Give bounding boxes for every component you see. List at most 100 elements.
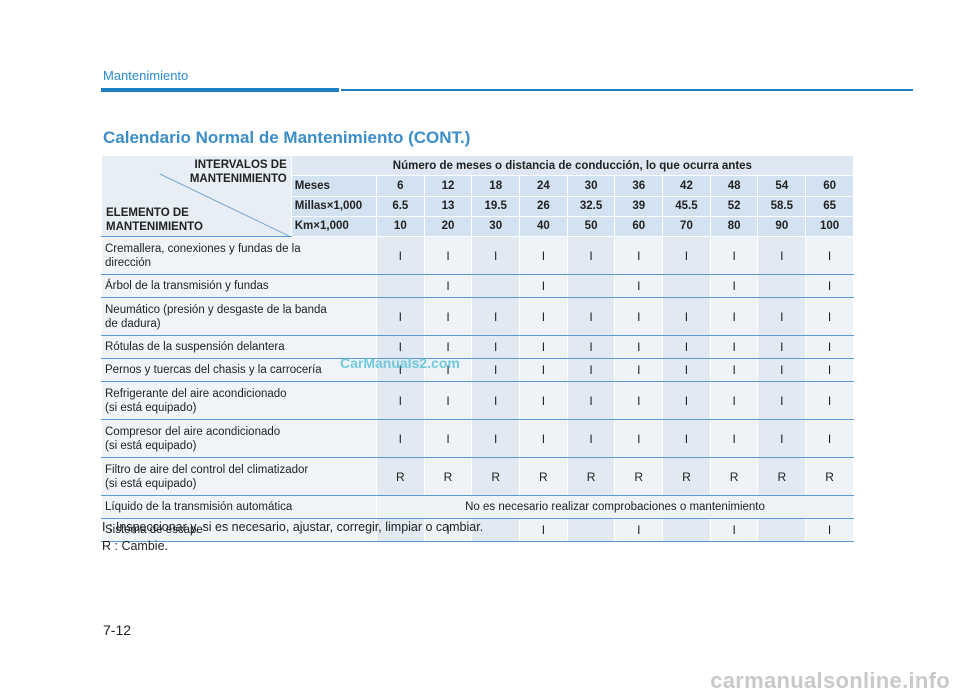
millas-label: Millas×1,000 xyxy=(290,195,377,217)
maintenance-item-line: Cremallera, conexiones y fundas de la xyxy=(105,242,301,255)
meses-value: 60 xyxy=(805,175,854,197)
schedule-cell: I xyxy=(566,358,616,382)
schedule-cell: I xyxy=(662,419,711,458)
schedule-cell: R xyxy=(375,457,425,496)
millas-value: 6.5 xyxy=(375,195,425,217)
schedule-cell: I xyxy=(423,297,473,336)
schedule-cell xyxy=(375,274,425,298)
millas-value: 32.5 xyxy=(566,195,616,217)
schedule-cell: I xyxy=(519,358,568,382)
page-title: Calendario Normal de Mantenimiento (CONT… xyxy=(103,128,471,147)
meses-value: 42 xyxy=(662,175,711,197)
meses-value: 48 xyxy=(709,175,759,197)
schedule-cell: I xyxy=(519,274,568,298)
millas-value: 45.5 xyxy=(662,195,711,217)
schedule-cell: R xyxy=(662,457,711,496)
schedule-cell: I xyxy=(566,381,616,420)
schedule-cell: R xyxy=(709,457,759,496)
meses-value: 54 xyxy=(757,175,807,197)
maintenance-item-line: dirección xyxy=(105,256,152,269)
schedule-cell: I xyxy=(423,518,473,542)
corner-item-label: ELEMENTO DE MANTENIMIENTO xyxy=(106,207,203,233)
schedule-cell: R xyxy=(566,457,616,496)
schedule-cell: I xyxy=(566,419,616,458)
schedule-cell: I xyxy=(471,419,521,458)
schedule-cell xyxy=(662,274,711,298)
schedule-cell: I xyxy=(805,419,854,458)
schedule-cell: I xyxy=(423,274,473,298)
schedule-cell: R xyxy=(423,457,473,496)
km-value: 50 xyxy=(566,215,616,238)
maintenance-item-line: de dadura) xyxy=(105,317,161,330)
table-row: Neumático (presión y desgaste de la band… xyxy=(101,297,854,336)
maintenance-item-line: Rótulas de la suspensión delantera xyxy=(105,341,285,353)
span-header: Número de meses o distancia de conducció… xyxy=(290,154,855,177)
km-value: 30 xyxy=(471,215,521,238)
schedule-cell: I xyxy=(519,419,568,458)
schedule-cell: I xyxy=(519,335,568,359)
schedule-cell: I xyxy=(614,381,664,420)
schedule-cell: I xyxy=(614,297,664,336)
meses-value: 18 xyxy=(471,175,521,197)
km-label: Km×1,000 xyxy=(290,215,377,238)
schedule-cell: I xyxy=(423,419,473,458)
schedule-cell: I xyxy=(662,236,711,275)
table-row: Filtro de aire del control del climatiza… xyxy=(101,457,854,496)
meses-value: 24 xyxy=(519,175,568,197)
meses-value: 12 xyxy=(423,175,473,197)
schedule-cell: I xyxy=(566,335,616,359)
schedule-cell: I xyxy=(805,297,854,336)
table-row: Sistema de escape I I I I I xyxy=(101,518,854,542)
table-corner-header: INTERVALOS DE MANTENIMIENTO ELEMENTO DE … xyxy=(101,155,292,237)
corner-diagonal xyxy=(159,173,289,236)
maintenance-item: Filtro de aire del control del climatiza… xyxy=(101,457,377,496)
schedule-cell: I xyxy=(662,335,711,359)
schedule-cell: I xyxy=(614,358,664,382)
schedule-cell: I xyxy=(519,236,568,275)
maintenance-item: Cremallera, conexiones y fundas de la dir… xyxy=(101,236,377,275)
schedule-cell: I xyxy=(519,381,568,420)
table-row: Árbol de la transmisión y fundas I I I I I xyxy=(101,274,854,298)
km-value: 100 xyxy=(805,215,854,238)
maintenance-item-line: Pernos y tuercas del chasis y la carroce… xyxy=(105,364,322,376)
millas-value: 13 xyxy=(423,195,473,217)
schedule-cell: I xyxy=(566,236,616,275)
km-value: 40 xyxy=(519,215,568,238)
schedule-cell: R xyxy=(471,457,521,496)
schedule-cell: I xyxy=(805,358,854,382)
schedule-cell: I xyxy=(757,381,807,420)
schedule-cell: I xyxy=(757,335,807,359)
maintenance-item: Compresor del aire acondicionado (si está… xyxy=(101,419,377,458)
maintenance-item-line: Neumático (presión y desgaste de la band… xyxy=(105,303,327,316)
schedule-cell: I xyxy=(471,335,521,359)
schedule-cell: I xyxy=(375,335,425,359)
maintenance-item: Árbol de la transmisión y fundas xyxy=(101,274,377,298)
schedule-cell: I xyxy=(805,236,854,275)
schedule-cell: I xyxy=(805,518,854,542)
footer-watermark: carmanualsonline.info xyxy=(710,668,950,693)
row-note: No es necesario realizar comprobaciones … xyxy=(375,495,855,519)
legend-replace: R : Cambie. xyxy=(102,539,168,553)
maintenance-table: INTERVALOS DE MANTENIMIENTO ELEMENTO DE … xyxy=(101,154,855,542)
schedule-cell: I xyxy=(709,236,759,275)
schedule-cell: I xyxy=(566,297,616,336)
schedule-cell xyxy=(757,274,807,298)
schedule-cell: I xyxy=(471,236,521,275)
maintenance-item-line: (si está equipado) xyxy=(105,401,197,414)
maintenance-item-line: Árbol de la transmisión y fundas xyxy=(105,280,269,292)
maintenance-item-line: Filtro de aire del control del climatiza… xyxy=(105,463,309,476)
millas-value: 19.5 xyxy=(471,195,521,217)
schedule-cell: I xyxy=(471,381,521,420)
millas-value: 58.5 xyxy=(757,195,807,217)
schedule-cell xyxy=(757,518,807,542)
schedule-cell: R xyxy=(519,457,568,496)
meses-value: 30 xyxy=(566,175,616,197)
schedule-cell: I xyxy=(519,518,568,542)
schedule-cell xyxy=(471,518,521,542)
schedule-cell: I xyxy=(709,518,759,542)
km-value: 10 xyxy=(375,215,425,238)
schedule-cell: I xyxy=(614,236,664,275)
meses-label: Meses xyxy=(290,175,377,197)
schedule-cell: I xyxy=(805,274,854,298)
schedule-cell: I xyxy=(662,381,711,420)
